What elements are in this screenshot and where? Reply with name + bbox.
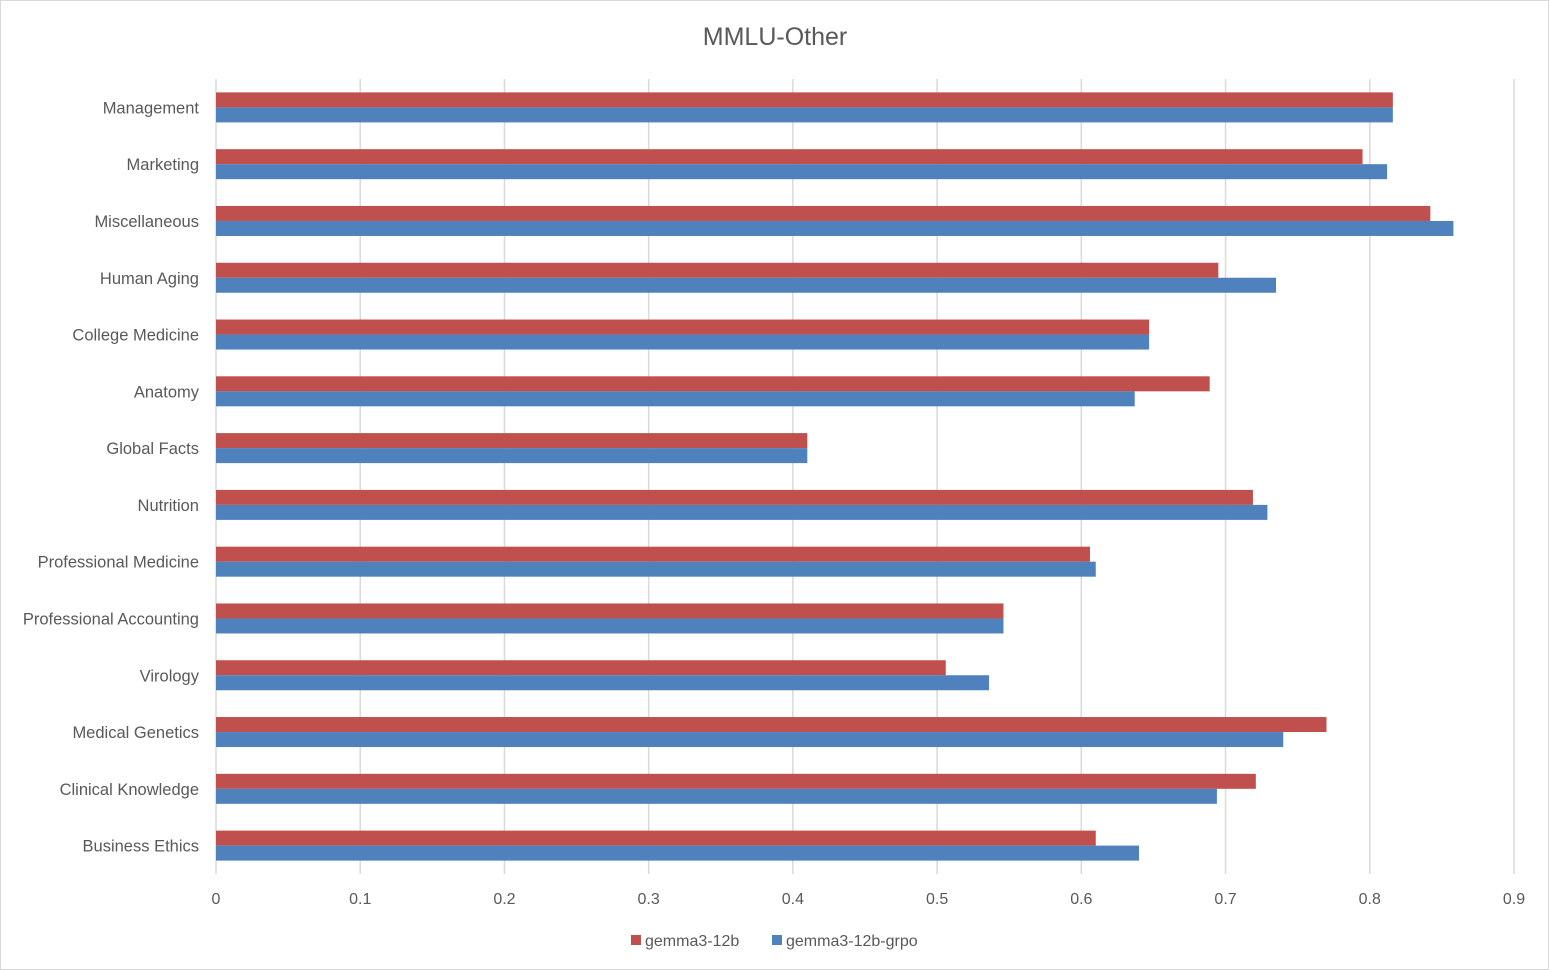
bar-gemma3-12b — [216, 433, 808, 449]
category-label: Miscellaneous — [94, 213, 199, 231]
category-label: Clinical Knowledge — [60, 781, 199, 799]
category-label: Professional Medicine — [38, 554, 199, 572]
x-tick-label: 0.7 — [1214, 891, 1236, 908]
category-label: Human Aging — [100, 270, 199, 288]
legend: gemma3-12b gemma3-12b-grpo — [631, 933, 918, 950]
bar-gemma3-12b-grpo — [216, 220, 1454, 236]
legend-label: gemma3-12b-grpo — [786, 933, 918, 950]
bar-gemma3-12b-grpo — [216, 845, 1140, 861]
bar-gemma3-12b-grpo — [216, 504, 1268, 520]
legend-swatch — [772, 935, 782, 945]
bar-gemma3-12b-grpo — [216, 618, 1004, 634]
category-label: Professional Accounting — [23, 610, 199, 628]
x-tick-label: 0.2 — [493, 891, 515, 908]
x-tick-label: 0.9 — [1503, 891, 1525, 908]
x-tick-label: 0.8 — [1359, 891, 1381, 908]
bar-gemma3-12b-grpo — [216, 334, 1150, 350]
category-label: Medical Genetics — [72, 724, 199, 742]
bar-gemma3-12b — [216, 92, 1393, 108]
bar-gemma3-12b — [216, 660, 946, 676]
bar-gemma3-12b — [216, 319, 1150, 335]
x-tick-label: 0.1 — [349, 891, 371, 908]
chart-title: MMLU-Other — [703, 23, 847, 51]
category-label: Virology — [140, 667, 200, 685]
x-tick-label: 0.5 — [926, 891, 948, 908]
bar-gemma3-12b — [216, 489, 1253, 505]
bar-gemma3-12b-grpo — [216, 107, 1393, 123]
category-label: College Medicine — [72, 327, 199, 345]
category-label: Management — [103, 99, 200, 117]
legend-label: gemma3-12b — [645, 933, 739, 950]
gridlines — [215, 79, 1515, 874]
x-tick-label: 0 — [212, 891, 221, 908]
bar-gemma3-12b — [216, 773, 1256, 789]
bar-gemma3-12b — [216, 603, 1004, 619]
bar-gemma3-12b-grpo — [216, 675, 990, 691]
bar-gemma3-12b — [216, 262, 1219, 278]
bar-gemma3-12b-grpo — [216, 391, 1135, 407]
bar-gemma3-12b — [216, 205, 1431, 221]
category-label: Business Ethics — [83, 838, 199, 856]
bar-gemma3-12b-grpo — [216, 164, 1388, 180]
bar-gemma3-12b — [216, 546, 1090, 562]
category-label: Global Facts — [106, 440, 199, 458]
x-tick-label: 0.3 — [638, 891, 660, 908]
legend-swatch — [631, 935, 641, 945]
category-labels: Management Marketing Miscellaneous Human Ag… — [23, 99, 200, 855]
category-label: Nutrition — [138, 497, 199, 515]
bars — [216, 92, 1454, 861]
bar-gemma3-12b — [216, 149, 1363, 165]
x-tick-label: 0.6 — [1070, 891, 1092, 908]
x-tick-label: 0.4 — [782, 891, 804, 908]
bar-gemma3-12b-grpo — [216, 788, 1217, 804]
bar-gemma3-12b-grpo — [216, 448, 808, 464]
bar-gemma3-12b-grpo — [216, 561, 1096, 577]
category-label: Anatomy — [134, 383, 200, 401]
x-tick-labels: 0 0.1 0.2 0.3 0.4 0.5 0.6 0.7 0.8 0.9 — [212, 891, 1526, 908]
bar-gemma3-12b — [216, 376, 1210, 392]
bar-gemma3-12b-grpo — [216, 277, 1277, 293]
bar-gemma3-12b — [216, 717, 1327, 733]
category-label: Marketing — [127, 156, 199, 174]
bar-gemma3-12b-grpo — [216, 732, 1284, 748]
bar-gemma3-12b — [216, 830, 1096, 846]
